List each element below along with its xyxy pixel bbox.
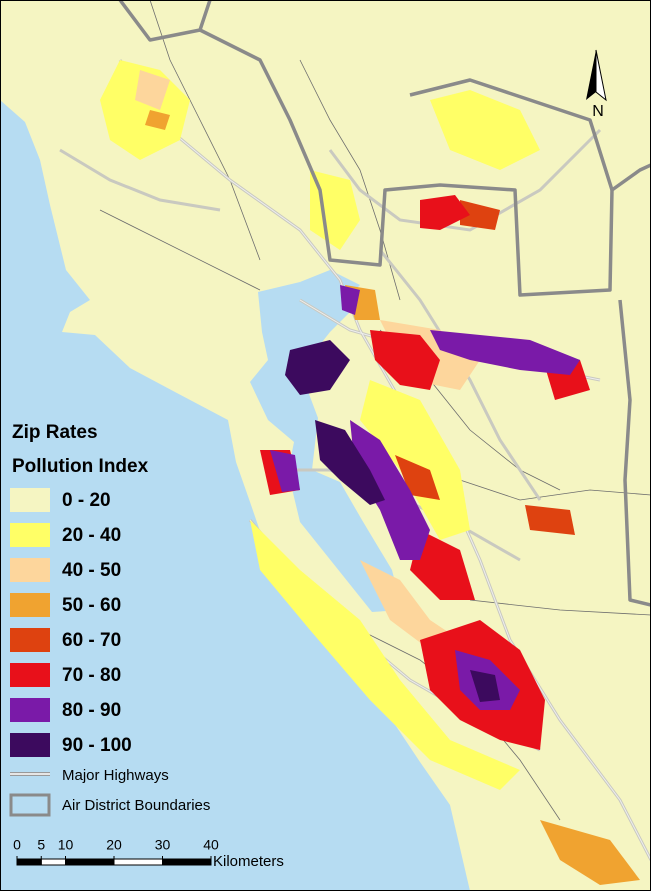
legend-swatch [10,663,50,687]
legend-label: 40 - 50 [62,560,121,581]
zip-zone [410,530,475,600]
scale-tick-label: 40 [203,837,219,853]
legend-swatch [10,523,50,547]
zip-zone [430,330,580,375]
scale-unit: Kilometers [213,853,284,870]
scale-tick-label: 0 [13,837,21,853]
zip-zone [370,330,440,390]
zip-zone [395,455,440,500]
legend-label: 20 - 40 [62,525,121,546]
legend-swatch [10,698,50,722]
scale-tick-label: 30 [155,837,171,853]
scale-tick-label: 5 [37,837,45,853]
legend-label: 50 - 60 [62,595,121,616]
air-district-boundary [118,0,651,607]
legend-title: Zip Rates [12,422,98,443]
legend-swatch [10,488,50,512]
zip-zone [270,450,300,492]
boundary-symbol [9,793,51,817]
north-arrow: N [586,49,607,120]
ocean [0,100,470,891]
zip-zone [525,505,575,535]
zip-zone [310,170,360,250]
legend-label: 90 - 100 [62,735,132,756]
zip-zone [360,380,470,540]
zip-zones [100,60,640,885]
zip-zone [360,560,460,650]
north-label: N [592,103,604,120]
scale-tick-label: 20 [106,837,122,853]
legend-label: 0 - 20 [62,490,111,511]
highways-label: Major Highways [62,767,169,784]
zip-zone [460,200,500,230]
zip-zone [430,90,540,170]
zip-zone [470,670,500,702]
zip-zone [145,110,170,130]
zip-zone [285,340,350,395]
legend-swatch [10,558,50,582]
scale-segment [40,858,66,866]
zip-zone [315,420,385,505]
legend-label: 60 - 70 [62,630,121,651]
zip-zone [350,420,430,560]
scale-segment [16,858,42,866]
scale-segment [162,858,212,866]
zip-zone [135,70,170,110]
legend-swatch [10,628,50,652]
zip-zone [340,285,360,315]
scale-tick-label: 10 [58,837,74,853]
legend-label: 70 - 80 [62,665,121,686]
scale-segment [113,858,163,866]
zip-zone [540,820,640,885]
zip-zone [420,195,470,230]
county-lines [99,0,651,821]
legend-subtitle: Pollution Index [12,456,149,477]
boundaries-label: Air District Boundaries [62,797,210,814]
zip-zone [250,520,520,790]
legend-swatch [10,593,50,617]
legend-swatch [10,733,50,757]
scale-segment [65,858,115,866]
legend-label: 80 - 90 [62,700,121,721]
legend: Zip Rates Pollution Index Major Highways… [9,422,210,817]
